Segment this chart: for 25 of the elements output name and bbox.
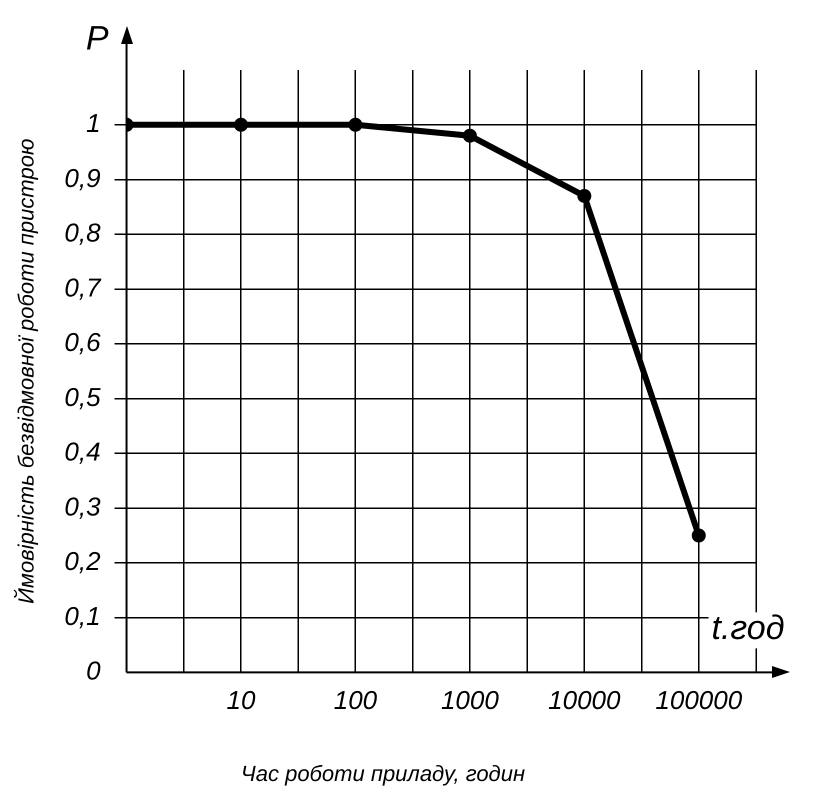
x-tick-label: 10000 <box>548 685 622 716</box>
point <box>234 118 248 132</box>
y-tick-label: 0,3 <box>64 491 102 522</box>
x-tick-label: 100 <box>334 685 378 716</box>
y-tick-label: 0,5 <box>64 382 102 412</box>
y-tick-label: 0,1 <box>64 600 101 631</box>
y-tick-label: 0,7 <box>64 272 102 302</box>
y-tick-label: 0,2 <box>64 546 102 576</box>
y-axis-title: Ймовірність безвідмовної роботи пристрою <box>13 138 38 604</box>
x-axis-title: Час роботи приладу, годин <box>240 760 526 786</box>
y-tick-label: 0,9 <box>64 162 101 193</box>
x-tick-label: 100000 <box>655 685 743 716</box>
point <box>577 188 592 203</box>
annotation: t.год <box>712 608 784 647</box>
text: P <box>86 19 109 58</box>
y-tick-label: 0,8 <box>64 218 102 248</box>
point <box>692 528 706 542</box>
y-tick-label: 1 <box>86 108 101 138</box>
y-tick-label: 0,4 <box>64 436 101 467</box>
x-tick-label: 1000 <box>440 685 500 716</box>
y-tick-label: 0 <box>86 656 102 686</box>
point <box>348 118 362 132</box>
x-tick-label: 10 <box>226 685 256 716</box>
y-tick-label: 0,6 <box>64 327 102 358</box>
point <box>462 128 477 143</box>
